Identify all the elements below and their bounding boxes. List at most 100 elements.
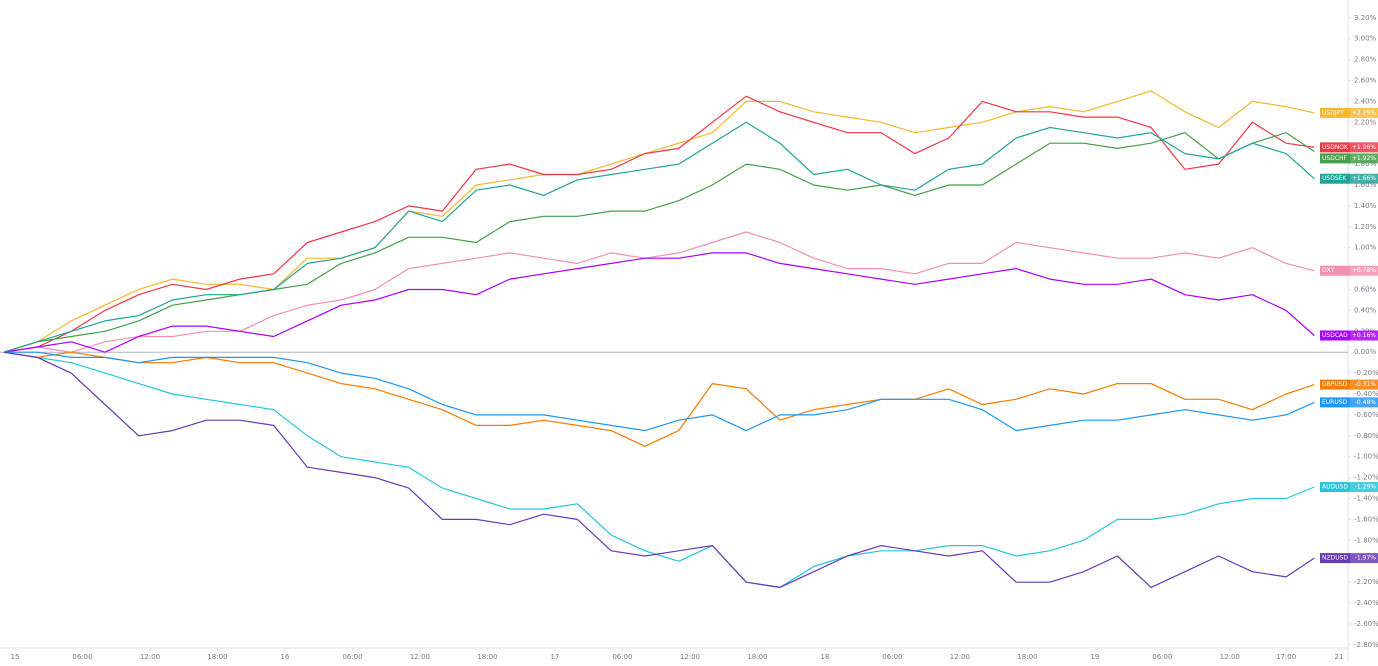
y-tick-label: 1.40% [1354,202,1377,210]
series-line [3,90,1315,353]
x-tick-label: 17 [550,653,559,661]
end-value-label: -1.29% [1355,484,1377,491]
series-tag: NZDUSD -1.97% [1320,553,1378,564]
legend-label: USDCAD [1322,332,1348,339]
tag-box [1320,265,1350,276]
y-tick-label: 2.40% [1354,97,1377,105]
end-value-label: +1.66% [1352,175,1376,182]
tag-value-box [1350,397,1378,408]
y-tick-label: -2.20% [1354,578,1378,586]
x-tick-label: 18:00 [747,653,767,661]
series-tag: USDSEK +1.66% [1320,173,1378,184]
series-line [3,252,1315,353]
legend-label: AUDUSD [1322,484,1348,491]
series-tag: EURUSD -0.48% [1320,397,1378,408]
series-tag: USDNOK +1.96% [1320,142,1378,153]
y-tick-label: -1.60% [1354,515,1378,523]
tag-box [1320,379,1350,390]
x-tick-label: 12:00 [950,653,970,661]
end-value-label: +0.78% [1352,267,1376,274]
end-value-label: -0.48% [1355,399,1377,406]
tag-value-box [1350,153,1378,164]
y-tick-label: 1.80% [1354,160,1377,168]
x-tick-label: 18:00 [477,653,497,661]
series-line [3,132,1315,353]
x-tick-label: 18 [820,653,829,661]
legend-label: GBPUSD [1322,381,1348,388]
tag-box [1320,553,1350,564]
y-tick-label: 3.20% [1354,14,1377,22]
series-line [3,231,1315,353]
tag-value-box [1350,142,1378,153]
x-tick-label: 06:00 [882,653,902,661]
x-tick-label: 19 [1090,653,1099,661]
series-line [3,95,1315,353]
tag-value-box [1350,330,1378,341]
y-tick-label: 1.00% [1354,244,1377,252]
legend-label: USDCHF [1322,155,1348,162]
legend-label: NZDUSD [1322,555,1348,562]
end-value-label: +0.16% [1352,332,1376,339]
series-tag: USDCAD +0.16% [1320,330,1378,341]
x-tick-label: 18:00 [207,653,227,661]
y-tick-label: 0.40% [1354,306,1377,314]
y-tick-label: 2.20% [1354,118,1377,126]
tag-value-box [1350,553,1378,564]
y-tick-label: -1.00% [1354,453,1378,461]
x-tick-label: 12:00 [140,653,160,661]
x-tick-label: 12:00 [410,653,430,661]
series-line [3,351,1315,432]
y-tick-label: -0.60% [1354,411,1378,419]
y-tick-label: 0.60% [1354,286,1377,294]
y-tick-label: -0.40% [1354,390,1378,398]
x-tick-label: 06:00 [1152,653,1172,661]
tag-box [1320,173,1350,184]
series-tag: GBPUSD -0.31% [1320,379,1378,390]
end-value-label: +1.96% [1352,144,1376,151]
tag-box [1320,330,1350,341]
x-tick-label: 15 [11,653,20,661]
series-line [3,121,1315,353]
tag-value-box [1350,379,1378,390]
y-tick-label: -1.20% [1354,474,1378,482]
x-tick-label: 06:00 [612,653,632,661]
x-tick-label: 18:00 [1017,653,1037,661]
x-tick-label: 16 [280,653,289,661]
legend-label: USDNOK [1322,144,1349,151]
tag-box [1320,142,1350,153]
x-tick-label: 21 [1335,653,1344,661]
x-tick-label: 06:00 [72,653,92,661]
y-tick-label: -2.80% [1354,641,1378,649]
series-line [3,351,1315,588]
tag-value-box [1350,173,1378,184]
series-tag: DXY +0.78% [1320,265,1378,276]
tag-box [1320,397,1350,408]
y-tick-label: 3.00% [1354,35,1377,43]
x-tick-label: 06:00 [342,653,362,661]
y-tick-label: -1.80% [1354,536,1378,544]
tag-value-box [1350,107,1378,118]
legend-label: USDJPY [1322,109,1344,116]
tag-box [1320,107,1350,118]
legend-label: USDSEK [1322,175,1347,182]
tag-box [1320,153,1350,164]
end-value-label: +2.29% [1352,109,1376,116]
y-tick-label: 2.60% [1354,76,1377,84]
y-tick-label: 1.20% [1354,223,1377,231]
x-tick-label: 12:00 [1220,653,1240,661]
series-tag: USDJPY +2.29% [1320,107,1378,118]
x-tick-label: 12:00 [680,653,700,661]
end-value-label: -0.31% [1355,381,1377,388]
y-tick-label: -2.40% [1354,599,1378,607]
tag-value-box [1350,482,1378,493]
series-line [3,351,1315,588]
end-value-label: +1.92% [1352,155,1376,162]
y-tick-label: -0.80% [1354,432,1378,440]
y-tick-label: -0.20% [1354,369,1378,377]
y-tick-label: -2.60% [1354,620,1378,628]
end-value-label: -1.97% [1355,555,1377,562]
y-tick-label: -1.40% [1354,495,1378,503]
series-tag: AUDUSD -1.29% [1320,482,1378,493]
series-tag: USDCHF +1.92% [1320,153,1378,164]
